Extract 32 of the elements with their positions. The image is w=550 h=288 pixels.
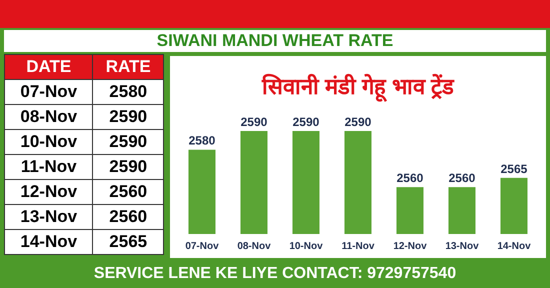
data-label: 2565 (500, 162, 528, 176)
category-label: 12-Nov (20, 182, 78, 201)
data-label: 2560 (448, 171, 476, 186)
x-tick-label: 13-Nov (445, 241, 480, 252)
x-tick-label: 07-Nov (185, 241, 220, 252)
x-tick-label: 08-Nov (237, 241, 272, 252)
x-tick-label: 12-Nov (393, 241, 428, 252)
text: 2590 (109, 157, 148, 176)
text: 2590 (109, 107, 148, 126)
chart-title: SIWANI MANDI WHEAT RATE (4, 30, 546, 52)
data-label: 2590 (344, 115, 372, 129)
category-label: 08-Nov (20, 107, 78, 126)
chart-subtitle: सिवानी मंडी गेहू भाव ट्रेंड (260, 72, 456, 100)
text: 2560 (109, 207, 148, 226)
x-tick-label: 14-Nov (497, 241, 532, 252)
text: 2560 (109, 182, 148, 201)
category-label: 13-Nov (20, 207, 78, 226)
text: DATE (4, 54, 93, 80)
text: 2590 (109, 132, 148, 151)
data-label: 2590 (240, 115, 268, 129)
data-label: 2560 (396, 171, 424, 186)
category-label: 10-Nov (20, 132, 78, 151)
text: RATE (92, 54, 164, 80)
text: SERVICE LENE KE LIYE CONTACT: 9729757540 (92, 264, 458, 284)
category-label: 11-Nov (20, 157, 77, 176)
text: 2580 (109, 82, 148, 101)
category-label: 07-Nov (20, 82, 78, 101)
data-label: 2590 (292, 115, 320, 129)
x-tick-label: 10-Nov (289, 241, 324, 252)
data-label: 2580 (188, 134, 216, 148)
text: 2565 (109, 232, 148, 251)
x-tick-label: 11-Nov (342, 241, 375, 252)
